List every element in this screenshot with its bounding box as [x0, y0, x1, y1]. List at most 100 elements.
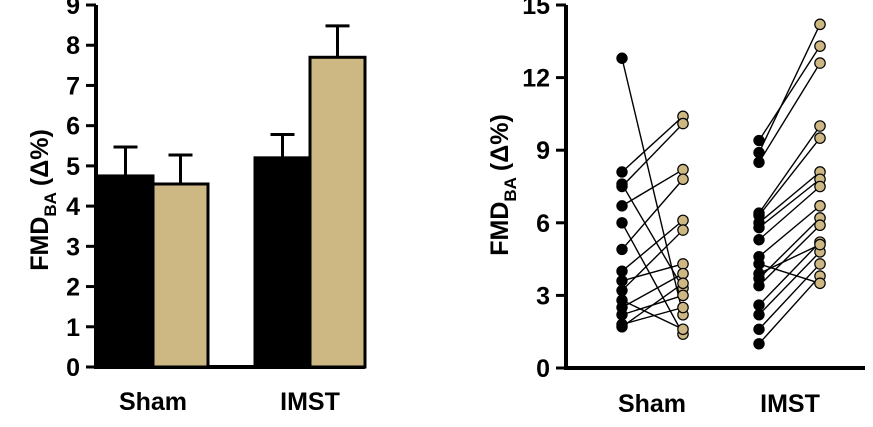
paired-y-tick-label: 15	[522, 0, 550, 20]
paired-chart: FMDBA(Δ%) 0 3 6 9 12 15 Sham IMST	[486, 0, 865, 418]
bar	[96, 174, 155, 369]
bar	[253, 156, 312, 369]
pre-point	[753, 134, 765, 147]
pre-point	[616, 284, 628, 297]
pre-point	[616, 309, 628, 321]
bar-chart-y-axis-label: FMDBA(Δ%)	[26, 129, 60, 271]
post-point	[677, 289, 689, 302]
pre-point	[753, 323, 765, 335]
pre-point	[616, 321, 628, 333]
bar-category-label: IMST	[280, 388, 340, 416]
bar-y-tick-label: 5	[66, 153, 80, 181]
pre-point	[616, 243, 628, 256]
paired-line	[621, 115, 684, 173]
pre-point	[753, 258, 765, 270]
pre-point	[616, 200, 628, 212]
post-point	[677, 173, 689, 186]
bar-y-tick-label: 0	[66, 354, 80, 382]
bar-y-tick-label: 7	[66, 72, 80, 100]
pre-point	[616, 166, 628, 178]
pre-point	[616, 180, 628, 193]
paired-line	[758, 263, 821, 284]
post-point	[677, 323, 689, 336]
bar-y-tick-label: 6	[66, 113, 80, 141]
paired-line	[621, 299, 684, 330]
bar-plot-area: 0 1 2 3 4 5 6 7 8 9 Sham IMST	[66, 0, 367, 416]
pre-point	[753, 221, 765, 234]
bar	[308, 55, 367, 369]
paired-line	[621, 222, 684, 335]
post-point	[814, 238, 826, 251]
post-point	[814, 200, 826, 212]
paired-line	[758, 185, 821, 241]
paired-y-tick-label: 0	[536, 355, 550, 383]
paired-line	[758, 243, 821, 275]
paired-line	[621, 219, 684, 272]
bar-y-tick-label: 1	[66, 314, 80, 342]
post-point	[814, 258, 826, 270]
pre-point	[753, 156, 765, 169]
paired-line	[621, 273, 684, 309]
paired-line	[621, 229, 684, 292]
post-point	[814, 219, 826, 232]
post-point	[677, 224, 689, 236]
pre-point	[753, 338, 765, 350]
post-point	[814, 277, 826, 290]
paired-line	[758, 125, 821, 214]
post-point	[814, 40, 826, 52]
bar	[151, 182, 210, 369]
paired-chart-y-axis-label: FMDBA(Δ%)	[486, 114, 520, 256]
bar-category-label: Sham	[119, 388, 187, 416]
paired-y-tick-label: 6	[536, 210, 550, 238]
post-point	[814, 57, 826, 69]
paired-line	[621, 123, 684, 187]
pre-point	[753, 299, 765, 311]
pre-point	[753, 234, 765, 246]
post-point	[677, 301, 689, 314]
paired-line	[758, 137, 821, 216]
bar-y-tick-label: 9	[66, 0, 80, 20]
post-point	[814, 180, 826, 193]
pre-point	[616, 275, 628, 287]
paired-line	[621, 263, 684, 282]
paired-plot-area: 0 3 6 9 12 15 Sham IMST	[522, 0, 865, 418]
paired-category-label: IMST	[760, 390, 820, 418]
pre-point	[753, 146, 765, 159]
paired-chart-y-label: FMDBA(Δ%)	[486, 114, 520, 256]
post-point	[677, 267, 689, 280]
paired-line	[758, 275, 821, 345]
post-point	[814, 18, 826, 31]
paired-line	[758, 251, 821, 316]
post-point	[814, 120, 826, 132]
pre-point	[616, 217, 628, 229]
pre-point	[753, 280, 765, 292]
post-point	[677, 163, 689, 176]
post-point	[677, 117, 689, 130]
pre-point	[616, 52, 628, 64]
pre-point	[616, 265, 628, 277]
bar-y-tick-label: 3	[66, 233, 80, 261]
pre-point	[753, 309, 765, 321]
paired-line	[758, 62, 821, 163]
paired-y-tick-label: 9	[536, 137, 550, 165]
paired-line	[621, 306, 684, 326]
paired-line	[621, 282, 684, 328]
paired-line	[621, 178, 684, 250]
bar-y-tick-label: 2	[66, 274, 80, 302]
bar-y-tick-label: 8	[66, 32, 80, 60]
paired-y-tick-label: 3	[536, 282, 550, 310]
post-point	[814, 132, 826, 144]
post-point	[677, 277, 689, 290]
pre-point	[753, 267, 765, 280]
paired-line	[758, 263, 821, 330]
bar-chart-y-label: FMDBA(Δ%)	[26, 129, 60, 271]
paired-line	[758, 24, 821, 153]
post-point	[677, 214, 689, 227]
bar-chart: FMDBA(Δ%) 0 1 2 3 4 5 6 7 8 9 Sham IMST	[26, 0, 367, 416]
paired-line	[621, 168, 684, 207]
paired-line	[758, 205, 821, 258]
paired-line	[621, 58, 684, 315]
bar-y-tick-label: 4	[66, 193, 80, 221]
paired-category-label: Sham	[618, 390, 686, 418]
